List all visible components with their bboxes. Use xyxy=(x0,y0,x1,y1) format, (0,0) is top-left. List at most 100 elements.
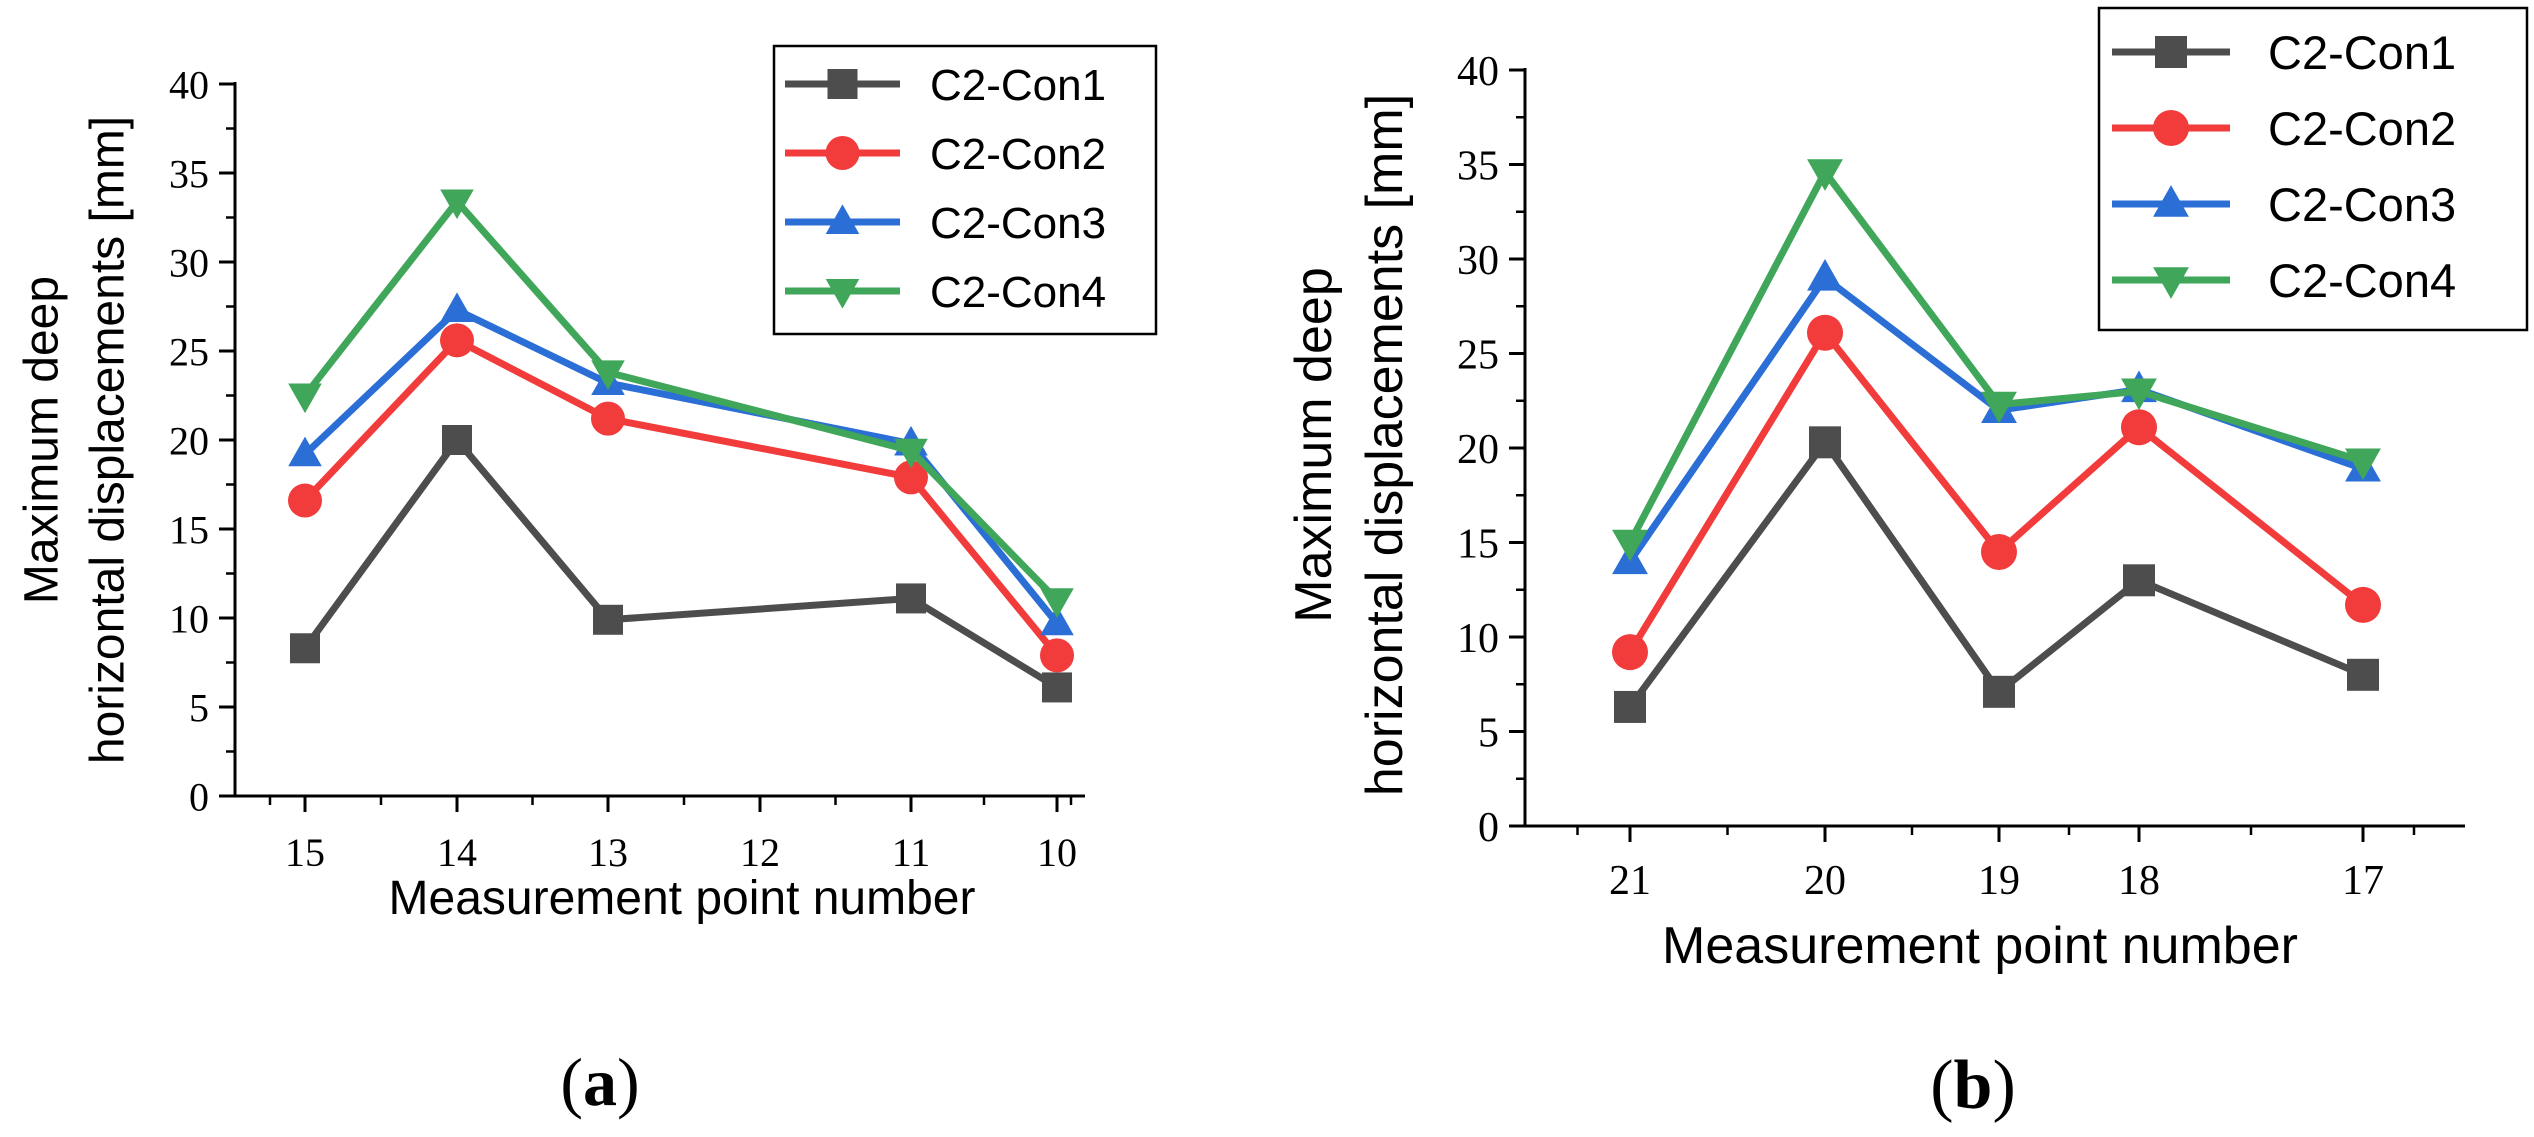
y-tick-label: 20 xyxy=(1457,427,1499,473)
data-point xyxy=(442,425,472,455)
y-tick-label: 20 xyxy=(169,418,209,463)
y-tick-label: 25 xyxy=(1457,333,1499,379)
data-point xyxy=(894,438,928,469)
data-point xyxy=(2121,378,2157,411)
legend-marker xyxy=(825,136,860,170)
data-point xyxy=(1807,259,1843,291)
legend-label: C2-Con3 xyxy=(2268,178,2456,231)
y-axis-title-line2: horizontal displacements [mm] xyxy=(82,116,135,764)
x-tick-label: 15 xyxy=(285,830,325,875)
chart-panel-a: 0 5 10 15 20 25 30 35 40 15 14 13 12 11 10 Maximum deep… xyxy=(16,44,1158,1120)
y-tick-label: 40 xyxy=(1457,49,1499,95)
y-tick-label: 5 xyxy=(189,685,209,730)
series-c2-con2 xyxy=(288,323,1074,673)
legend-label: C2-Con4 xyxy=(2268,254,2456,307)
y-tick-label: 35 xyxy=(1457,144,1499,190)
legend-marker xyxy=(2153,267,2189,299)
data-point xyxy=(896,583,926,614)
series-c2-con3 xyxy=(288,292,1074,636)
data-point xyxy=(2345,448,2381,481)
y-tick-label: 30 xyxy=(169,240,209,285)
y-tick-label: 15 xyxy=(1457,522,1499,568)
series-c2-con4 xyxy=(1612,159,2381,562)
chart-panel-b: 0 5 10 15 20 25 30 35 40 21 20 19 18 17 Maximum deep ho… xyxy=(1285,6,2529,1124)
series-c2-con4 xyxy=(288,189,1074,618)
legend-marker xyxy=(825,279,860,309)
data-point xyxy=(2345,586,2381,623)
data-point xyxy=(1040,638,1074,673)
y-tick-label: 40 xyxy=(169,62,209,107)
legend: C2-Con1 C2-Con2 C2-Con3 C2-Con4 xyxy=(2097,6,2529,332)
legend-label: C2-Con1 xyxy=(930,61,1106,110)
legend-label: C2-Con1 xyxy=(2268,26,2456,79)
x-tick-label: 11 xyxy=(892,830,931,875)
panel-letter: a xyxy=(583,1044,617,1120)
data-point xyxy=(288,483,322,518)
data-point xyxy=(288,383,322,414)
data-point xyxy=(1614,690,1646,723)
panel-paren: ) xyxy=(1992,1047,2015,1124)
y-tick-label: 10 xyxy=(1457,616,1499,662)
data-point xyxy=(1042,672,1072,703)
data-point xyxy=(440,323,474,358)
series-line xyxy=(1627,329,2366,654)
x-tick-label: 13 xyxy=(588,830,628,875)
y-tick-label: 30 xyxy=(1457,238,1499,284)
data-point xyxy=(440,189,474,220)
panel-paren: ( xyxy=(560,1044,583,1120)
legend-marker xyxy=(2153,110,2189,146)
panel-paren: ) xyxy=(617,1044,640,1120)
legend: C2-Con1 C2-Con2 C2-Con3 C2-Con4 xyxy=(772,44,1158,336)
panel-paren: ( xyxy=(1930,1047,1953,1124)
y-tick-label: 15 xyxy=(169,507,209,552)
series-line xyxy=(302,306,1060,626)
series-line xyxy=(1627,438,2365,710)
y-tick-label: 5 xyxy=(1478,711,1499,757)
y-axis-title-line1: Maximum deep xyxy=(1285,267,1343,622)
y-tick-label: 0 xyxy=(189,774,209,819)
data-point xyxy=(1809,426,1841,459)
series-c2-con2 xyxy=(1612,314,2381,671)
legend-label: C2-Con2 xyxy=(930,130,1106,179)
data-point xyxy=(2347,658,2379,691)
data-point xyxy=(1983,675,2015,708)
series-line xyxy=(302,436,1059,691)
data-point xyxy=(1807,159,1843,191)
data-point xyxy=(1981,533,2017,570)
data-point xyxy=(440,292,474,323)
data-point xyxy=(1981,391,2017,424)
series-c2-con1 xyxy=(290,425,1072,703)
x-axis-title: Measurement point number xyxy=(389,872,976,925)
legend-label: C2-Con3 xyxy=(930,199,1106,248)
panel-letter: b xyxy=(1954,1047,1993,1124)
data-point xyxy=(593,604,623,635)
data-point xyxy=(2123,564,2155,597)
legend-label: C2-Con2 xyxy=(2268,102,2456,155)
y-axis-title-line2: horizontal displacements [mm] xyxy=(1356,94,1414,796)
x-axis-title: Measurement point number xyxy=(1662,917,2298,975)
x-tick-label: 17 xyxy=(2342,858,2384,904)
series-c2-con1 xyxy=(1614,426,2379,723)
legend-marker xyxy=(825,204,860,234)
data-point xyxy=(591,360,625,391)
data-point xyxy=(1040,588,1074,618)
data-point xyxy=(288,436,322,467)
legend-marker xyxy=(2155,36,2187,68)
x-tick-label: 21 xyxy=(1609,858,1651,904)
legend-marker xyxy=(827,69,858,99)
legend-marker xyxy=(2153,185,2189,217)
data-point xyxy=(591,401,625,436)
legend-label: C2-Con4 xyxy=(930,268,1106,317)
x-tick-label: 10 xyxy=(1037,830,1077,875)
y-axis-title-line1: Maximum deep xyxy=(16,276,69,604)
x-tick-label: 20 xyxy=(1804,858,1846,904)
data-point xyxy=(1612,634,1648,671)
y-tick-label: 35 xyxy=(169,151,209,196)
x-tick-label: 14 xyxy=(437,830,477,875)
data-point xyxy=(290,633,320,664)
y-tick-label: 0 xyxy=(1478,805,1499,851)
data-point xyxy=(1040,605,1074,636)
x-tick-label: 19 xyxy=(1978,858,2020,904)
x-tick-label: 12 xyxy=(740,830,780,875)
